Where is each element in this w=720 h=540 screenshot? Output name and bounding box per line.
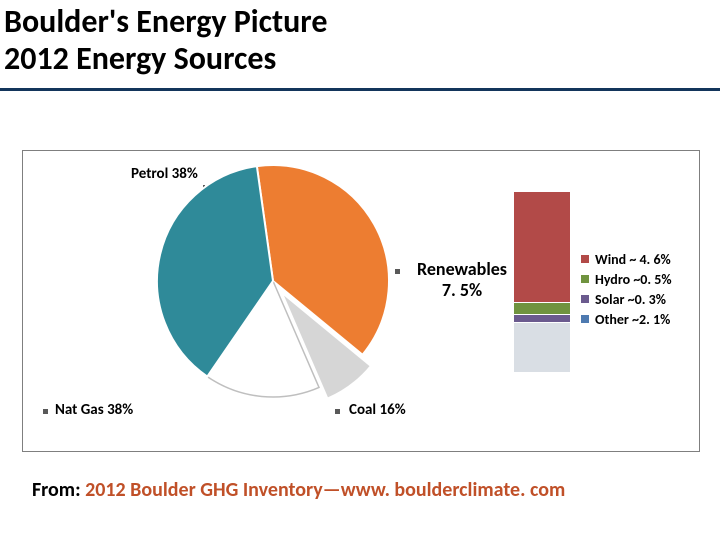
bar-segment-solar bbox=[514, 314, 570, 321]
tick-coal-legend bbox=[335, 409, 340, 414]
legend-swatch-2 bbox=[581, 295, 589, 303]
tick-natgas bbox=[43, 409, 48, 414]
title-line-2: 2012 Energy Sources bbox=[4, 41, 716, 78]
legend-swatch-0 bbox=[581, 255, 589, 263]
title-block: Boulder's Energy Picture 2012 Energy Sou… bbox=[0, 4, 720, 78]
legend-text-0: Wind ~ 4. 6% bbox=[595, 251, 671, 268]
legend-swatch-3 bbox=[581, 315, 589, 323]
renew-line1: Renewables bbox=[417, 258, 507, 280]
chart-frame: Petrol 38% Nat Gas 38% Coal 16% Renewabl… bbox=[22, 150, 700, 452]
legend-text-3: Other ~2. 1% bbox=[595, 311, 670, 328]
label-natgas: Nat Gas 38% bbox=[55, 401, 133, 419]
label-coal: Coal 16% bbox=[349, 401, 406, 419]
legend-text-1: Hydro ~0. 5% bbox=[595, 271, 672, 288]
source-line: From: 2012 Boulder GHG Inventory—www. bo… bbox=[32, 478, 565, 502]
renewables-breakdown-bar bbox=[513, 191, 571, 373]
pie-chart bbox=[153, 161, 393, 401]
legend-swatch-1 bbox=[581, 275, 589, 283]
slide: Boulder's Energy Picture 2012 Energy Sou… bbox=[0, 0, 720, 540]
source-prefix: From: bbox=[32, 478, 85, 502]
source-text: 2012 Boulder GHG Inventory—www. boulderc… bbox=[85, 478, 565, 502]
bar-segment-other bbox=[514, 322, 570, 372]
bar-segment-wind bbox=[514, 192, 570, 302]
bar-segment-hydro bbox=[514, 302, 570, 314]
label-renewables: Renewables 7. 5% bbox=[407, 259, 517, 300]
title-underline bbox=[0, 88, 720, 91]
tick-renew bbox=[395, 269, 400, 274]
legend-text-2: Solar ~0. 3% bbox=[595, 291, 666, 308]
renew-line2: 7. 5% bbox=[442, 279, 482, 301]
title-line-1: Boulder's Energy Picture bbox=[4, 4, 716, 41]
